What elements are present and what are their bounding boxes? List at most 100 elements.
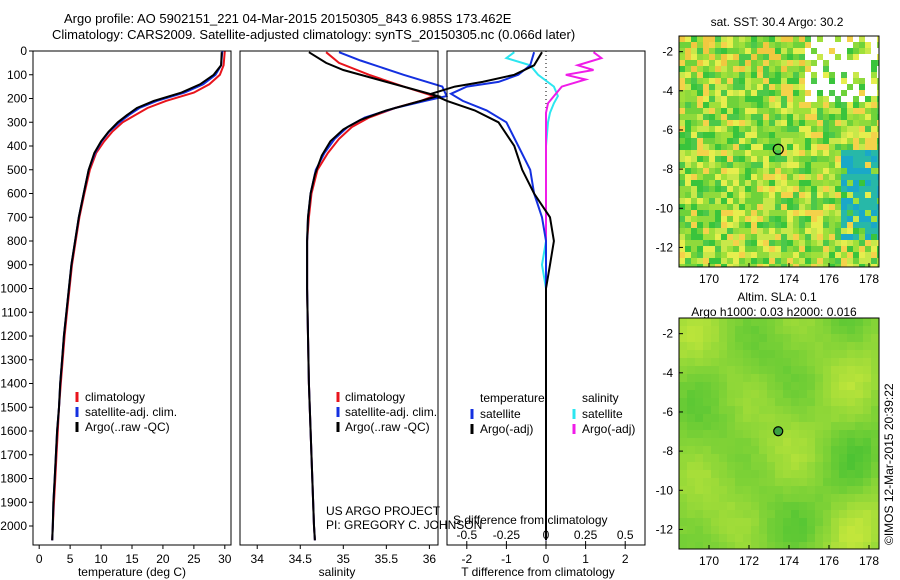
sla-cell — [847, 318, 856, 327]
sla-cell — [807, 534, 816, 543]
sst-cell — [721, 36, 728, 43]
sla-cell — [743, 398, 752, 407]
sst-cell — [751, 42, 758, 49]
sla-cell — [711, 342, 720, 351]
sst-cell — [715, 48, 722, 55]
sla-cell — [831, 374, 840, 383]
sla-cell — [791, 542, 800, 549]
sst-cell — [709, 150, 716, 157]
sst-cell — [787, 168, 794, 175]
sla-cell — [767, 358, 776, 367]
sla-cell — [727, 342, 736, 351]
depth-tick-label: 1800 — [0, 472, 27, 486]
sla-cell — [863, 542, 872, 549]
sst-cell — [703, 48, 710, 55]
sst-cell — [691, 132, 698, 139]
sst-cell — [763, 156, 770, 163]
salinity-diff-tick-label: -0.5 — [456, 528, 477, 542]
sst-cell — [739, 72, 746, 79]
sst-cell — [715, 126, 722, 133]
sla-cell — [815, 406, 824, 415]
sla-cell — [807, 342, 816, 351]
sla-cell — [871, 382, 879, 391]
sst-cell — [835, 72, 842, 79]
temperature-xlabel: temperature (deg C) — [78, 565, 186, 579]
sst-cell — [805, 48, 812, 55]
sst-cell — [829, 186, 836, 193]
sst-cell — [817, 102, 824, 109]
legend-label: satellite — [480, 407, 521, 421]
sst-cell — [799, 60, 806, 67]
sla-cell — [783, 342, 792, 351]
sst-cell — [697, 132, 704, 139]
sla-cell — [703, 334, 712, 343]
sst-cell — [703, 240, 710, 247]
sst-cell — [805, 96, 812, 103]
sla-cell — [735, 342, 744, 351]
sla-cell — [831, 406, 840, 415]
sst-cell — [799, 48, 806, 55]
sst-cell — [715, 84, 722, 91]
sst-cell — [841, 102, 848, 109]
sla-cell — [879, 326, 888, 335]
sst-cell — [763, 240, 770, 247]
sla-cell — [799, 414, 808, 423]
sst-cell — [685, 150, 692, 157]
sla-cell — [711, 374, 720, 383]
sst-cell — [769, 102, 776, 109]
temperature-series-line — [51, 50, 224, 541]
sla-cell — [767, 462, 776, 471]
sst-cell — [727, 48, 734, 55]
sst-cell — [703, 60, 710, 67]
sst-cell — [769, 96, 776, 103]
sst-cell — [805, 114, 812, 121]
sst-cell — [787, 108, 794, 115]
latitude-tick-label: -12 — [656, 522, 674, 536]
legend-label: Argo(-adj) — [582, 422, 635, 436]
sst-cell — [823, 216, 830, 223]
sla-cell — [831, 382, 840, 391]
sst-cell — [769, 210, 776, 217]
sst-cell — [877, 66, 879, 73]
sst-cell — [775, 240, 782, 247]
sst-cell — [775, 192, 782, 199]
sst-cell — [721, 60, 728, 67]
sst-cell — [835, 54, 842, 61]
sst-cell — [769, 90, 776, 97]
sst-cell — [775, 60, 782, 67]
sst-cell — [811, 192, 818, 199]
sst-cell — [769, 162, 776, 169]
sst-cell — [721, 264, 728, 267]
sst-cell — [853, 138, 860, 145]
sst-cell — [871, 210, 878, 217]
sst-cell — [823, 180, 830, 187]
sla-cell — [743, 318, 752, 327]
sst-cell — [727, 108, 734, 115]
latitude-tick-label: -6 — [662, 405, 673, 419]
sst-cell — [691, 204, 698, 211]
sla-cell — [847, 430, 856, 439]
sst-cell — [799, 132, 806, 139]
sst-cell — [877, 246, 879, 253]
sst-cell — [853, 156, 860, 163]
sst-cell — [841, 198, 848, 205]
sst-cell — [811, 54, 818, 61]
depth-tick-label: 700 — [7, 210, 27, 224]
sst-cell — [781, 198, 788, 205]
sst-cell — [793, 36, 800, 43]
latitude-tick-label: -8 — [662, 444, 673, 458]
sst-cell — [721, 90, 728, 97]
sla-cell — [799, 462, 808, 471]
sst-cell — [823, 72, 830, 79]
sst-cell — [721, 48, 728, 55]
sst-cell — [877, 234, 879, 241]
sst-cell — [739, 264, 746, 267]
sst-cell — [679, 162, 686, 169]
sla-cell — [855, 446, 864, 455]
sst-cell — [817, 174, 824, 181]
sst-cell — [787, 162, 794, 169]
sst-cell — [721, 72, 728, 79]
sst-cell — [715, 198, 722, 205]
sst-cell — [859, 90, 866, 97]
sst-cell — [865, 258, 872, 265]
